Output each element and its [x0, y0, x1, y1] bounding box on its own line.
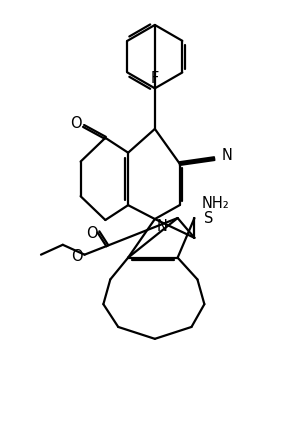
Text: N: N — [157, 219, 168, 234]
Text: O: O — [70, 117, 81, 132]
Text: NH₂: NH₂ — [201, 196, 229, 211]
Text: O: O — [86, 226, 97, 241]
Text: F: F — [151, 71, 159, 86]
Text: S: S — [204, 210, 214, 225]
Text: N: N — [222, 148, 233, 163]
Text: O: O — [71, 249, 82, 264]
